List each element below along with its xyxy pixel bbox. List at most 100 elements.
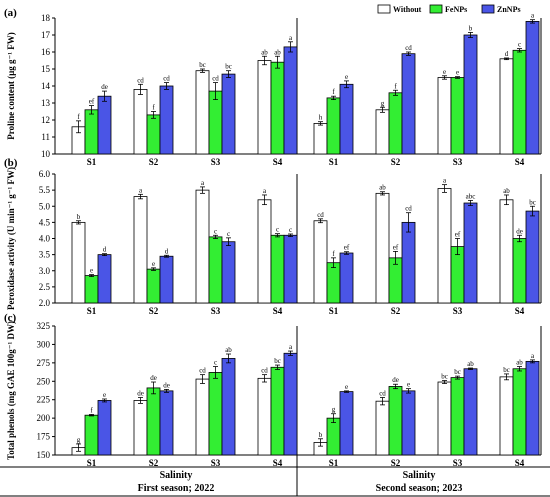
bar-znnps [221,73,236,155]
significance-letter: a [443,177,447,185]
bar-znnps [221,358,236,456]
significance-letter: e [345,383,348,391]
y-tick-label: 11 [41,132,50,142]
bar-without [133,400,148,456]
significance-letter: c [227,230,230,238]
significance-letter: ab [467,360,474,368]
significance-letter: bc [441,373,448,381]
significance-letter: b [319,431,323,439]
bar-fenps [512,49,527,155]
bar-without [133,196,148,304]
x-tick-label: S1 [329,306,339,316]
bar-fenps [208,372,223,456]
significance-letter: e [456,69,459,77]
x-tick-label: S2 [149,157,159,167]
bar-without [195,70,210,155]
bar-znnps [159,390,174,456]
y-tick-label: 3.5 [39,250,51,260]
significance-letter: c [214,359,217,367]
bar-znnps [401,390,416,456]
bar-without [499,376,514,456]
y-tick-label: 13 [41,98,51,108]
significance-letter: a [531,352,535,360]
significance-letter: d [165,247,169,255]
chart-panel-b: (b) 2.0 2.5 3.0 3.5 4.0 4.5 5.0 5.5 6.0 Peroxidase… [4,157,542,316]
y-tick-label: 2.0 [39,298,51,308]
y-axis-title: Proline content (µg g⁻¹ FW) [6,32,16,139]
bar-fenps [326,262,341,304]
bar-znnps [525,20,540,155]
significance-letter: g [77,436,81,444]
x-tick-label: S1 [329,458,339,468]
panel-label: (a) [4,7,17,19]
legend-swatch-fenps [429,4,443,14]
bar-without [437,188,452,304]
significance-letter: ab [261,48,268,56]
significance-letter: a [139,186,143,194]
significance-letter: b [469,24,473,32]
footer-season-label: First season; 2022 [138,483,215,494]
legend-label: FeNPs [445,5,467,14]
y-tick-label: 200 [37,413,51,423]
significance-letter: ab [516,359,523,367]
y-tick-label: 4.5 [39,217,51,227]
significance-letter: f [77,113,80,121]
bar-fenps [208,90,223,155]
significance-letter: de [516,227,523,235]
significance-letter: a [289,343,293,351]
bar-znnps [221,241,236,304]
significance-letter: g [332,406,336,414]
significance-letter: bc [529,198,536,206]
y-tick-label: 2.5 [39,282,51,292]
y-tick-label: 300 [37,339,51,349]
significance-letter: de [392,376,399,384]
bar-znnps [463,368,478,456]
significance-letter: e [103,391,106,399]
bar-fenps [84,414,99,456]
y-tick-label: 10 [41,149,51,159]
y-tick-label: 12 [41,115,50,125]
y-tick-label: 18 [41,13,51,23]
y-axis-title: Peroxidase activity (U min⁻¹ g⁻¹ FW) [6,167,16,310]
significance-letter: f [394,82,397,90]
significance-letter: c [518,41,521,49]
significance-letter: cd [163,75,170,83]
y-tick-label: 150 [37,450,51,460]
x-tick-label: S2 [149,458,159,468]
significance-letter: ef [344,244,350,252]
significance-letter: cd [261,367,268,375]
y-tick-label: 4.0 [39,234,51,244]
footer-group-title: Salinity [403,470,436,481]
legend-swatch-znnps [481,4,495,14]
significance-letter: ef [393,243,399,251]
y-tick-label: 325 [37,321,51,331]
x-tick-label: S1 [329,157,339,167]
x-tick-label: S1 [87,157,97,167]
significance-letter: d [103,246,107,254]
bar-znnps [401,221,416,304]
x-tick-label: S4 [273,458,283,468]
x-tick-label: S4 [515,458,525,468]
x-tick-label: S3 [453,157,463,167]
bar-fenps [84,109,99,155]
significance-letter: cd [137,76,144,84]
bar-fenps [84,275,99,304]
bar-without [195,378,210,456]
legend: Without FeNPs ZnNPs [377,4,521,14]
bar-fenps [146,387,161,456]
significance-letter: e [90,267,93,275]
panel-label: (c) [4,312,17,324]
significance-letter: h [319,114,323,122]
bar-znnps [97,400,112,456]
bar-fenps [388,92,403,155]
x-tick-label: S4 [515,306,525,316]
x-tick-label: S3 [211,458,221,468]
panel-label: (b) [4,157,18,169]
significance-letter: bc [274,357,281,365]
y-tick-label: 5.5 [39,185,51,195]
significance-letter: cd [317,211,324,219]
bar-znnps [97,254,112,304]
significance-letter: bc [225,63,232,71]
bar-znnps [159,255,174,304]
